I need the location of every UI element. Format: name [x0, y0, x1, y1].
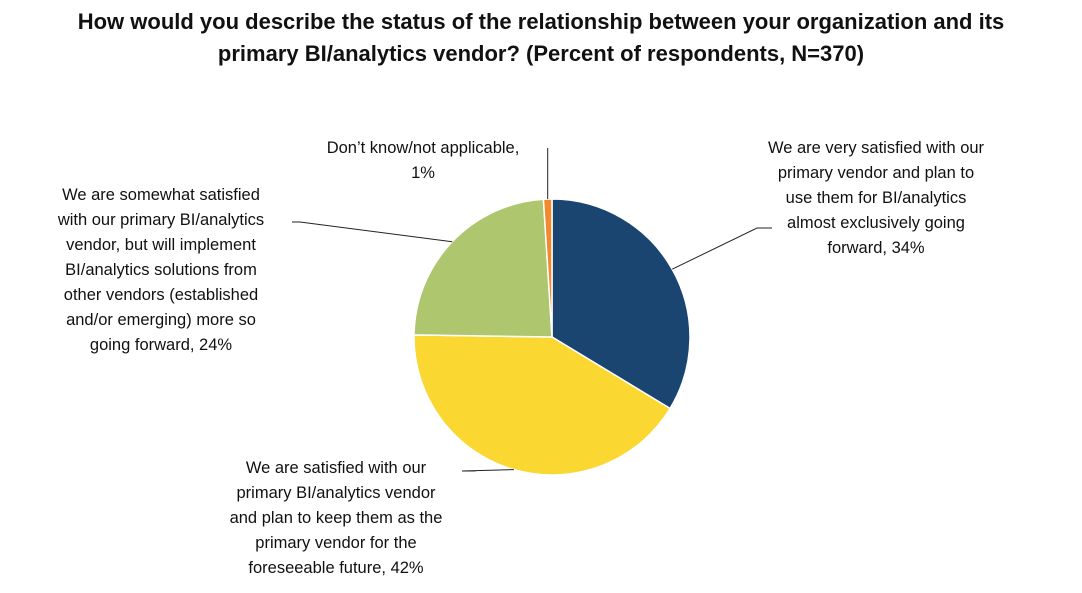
leader-satisfied — [461, 469, 514, 472]
data-label-dont-know: Don’t know/not applicable, 1% — [326, 139, 520, 182]
leader-lines — [292, 148, 772, 472]
data-label-very-satisfied: We are very satisfied with our primary v… — [767, 139, 985, 257]
slice-somewhat-satisfied — [413, 198, 553, 338]
chart-title: How would you describe the status of the… — [77, 9, 1005, 66]
data-label-satisfied: We are satisfied with our primary BI/ana… — [229, 459, 443, 577]
data-label-somewhat-satisfied: We are somewhat satisfied with our prima… — [57, 186, 265, 354]
leader-very-satisfied — [671, 227, 772, 270]
leader-somewhat-satisfied — [292, 221, 453, 243]
pie-slices — [413, 198, 691, 476]
